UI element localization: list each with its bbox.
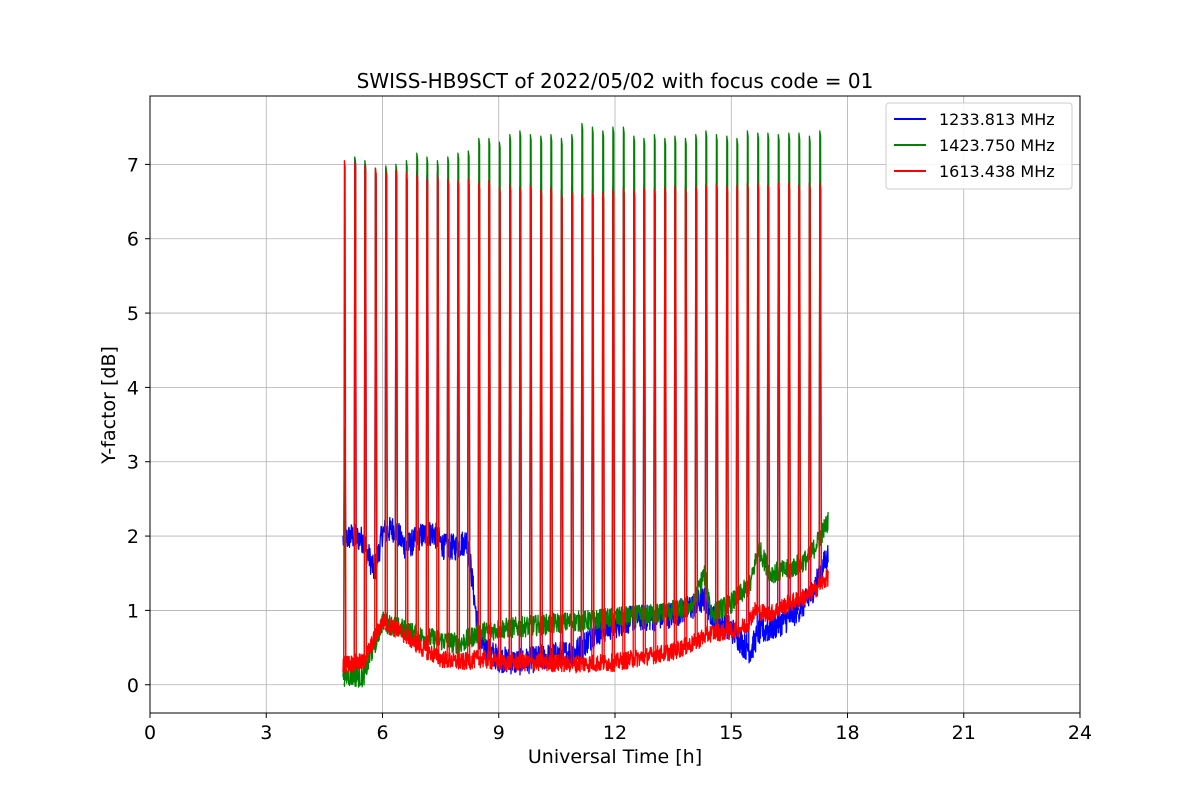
series-line-3 xyxy=(342,160,829,674)
x-tick-label: 18 xyxy=(835,722,859,744)
chart-title: SWISS-HB9SCT of 2022/05/02 with focus co… xyxy=(357,69,874,93)
y-tick-label: 5 xyxy=(127,303,139,325)
y-tick-label: 0 xyxy=(127,675,139,697)
legend-box xyxy=(885,102,1073,190)
x-tick-label: 12 xyxy=(603,722,627,744)
x-tick-label: 24 xyxy=(1068,722,1092,744)
legend-label: 1423.750 MHz xyxy=(939,136,1055,155)
series-lines xyxy=(342,122,829,688)
y-tick-label: 3 xyxy=(127,452,139,474)
x-tick-label: 3 xyxy=(260,722,272,744)
x-tick-label: 0 xyxy=(144,722,156,744)
legend-label: 1233.813 MHz xyxy=(939,110,1055,129)
legend-label: 1613.438 MHz xyxy=(939,162,1055,181)
x-tick-label: 21 xyxy=(952,722,976,744)
x-tick-label: 9 xyxy=(493,722,505,744)
y-tick-label: 6 xyxy=(127,229,139,251)
y-tick-label: 1 xyxy=(127,600,139,622)
x-tick-label: 6 xyxy=(376,722,388,744)
y-tick-label: 7 xyxy=(127,154,139,176)
x-tick-label: 15 xyxy=(719,722,743,744)
x-axis-label: Universal Time [h] xyxy=(528,746,702,768)
y-axis-label: Y-factor [dB] xyxy=(98,346,120,465)
legend: 1233.813 MHz 1423.750 MHz 1613.438 MHz xyxy=(885,102,1073,190)
y-tick-label: 4 xyxy=(127,377,139,399)
y-tick-label: 2 xyxy=(127,526,139,548)
